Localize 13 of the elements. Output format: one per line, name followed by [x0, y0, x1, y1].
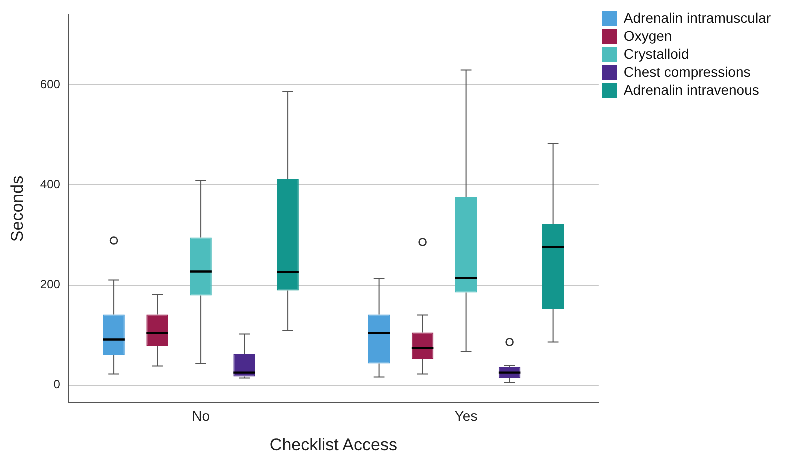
x-tick-label: Yes [454, 408, 478, 424]
y-tick-label: 200 [40, 278, 61, 292]
y-tick-label: 0 [54, 378, 61, 392]
legend-label: Adrenalin intravenous [624, 82, 760, 98]
y-tick-label: 400 [40, 178, 61, 192]
x-tick-label: No [192, 408, 210, 424]
x-axis-title: Checklist Access [270, 435, 398, 454]
y-axis-title: Seconds [8, 176, 27, 242]
legend-label: Crystalloid [624, 46, 690, 62]
y-tick-label: 600 [40, 78, 61, 92]
legend-label: Oxygen [624, 28, 672, 44]
legend-label: Adrenalin intramuscular [624, 10, 772, 26]
legend-label: Chest compressions [624, 64, 751, 80]
